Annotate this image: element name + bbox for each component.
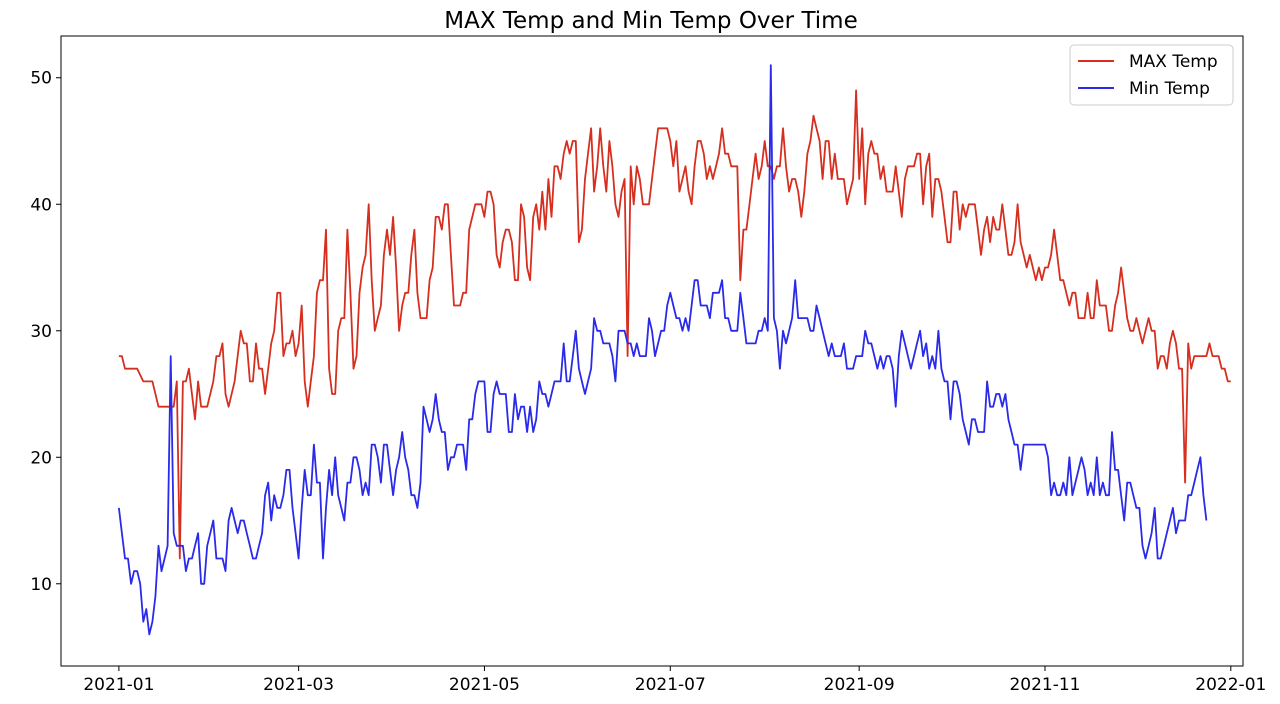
series-line-max-temp (118, 89, 1231, 560)
series-layer (118, 64, 1231, 636)
y-tick-label: 40 (30, 195, 52, 215)
x-tick-label: 2021-05 (449, 675, 520, 695)
legend-label-max-temp: MAX Temp (1129, 52, 1218, 72)
series-line-min-temp (118, 64, 1208, 636)
y-axis: 10 20 30 40 50 (30, 69, 61, 595)
plot-frame (60, 35, 1244, 667)
y-tick-label: 20 (30, 448, 52, 468)
x-tick-label: 2021-11 (1009, 675, 1080, 695)
chart-title: MAX Temp and Min Temp Over Time (444, 8, 857, 34)
y-tick-label: 30 (30, 322, 52, 342)
x-axis: 2021-01 2021-03 2021-05 2021-07 2021-09 2021-… (83, 666, 1266, 695)
y-tick-label: 10 (30, 575, 52, 595)
y-tick-label: 50 (30, 69, 52, 89)
x-tick-label: 2021-07 (635, 675, 706, 695)
legend-label-min-temp: Min Temp (1129, 79, 1210, 99)
x-tick-label: 2022-01 (1195, 675, 1266, 695)
x-tick-label: 2021-01 (83, 675, 154, 695)
x-tick-label: 2021-03 (263, 675, 334, 695)
legend: MAX Temp Min Temp (1069, 44, 1234, 106)
x-tick-label: 2021-09 (824, 675, 895, 695)
